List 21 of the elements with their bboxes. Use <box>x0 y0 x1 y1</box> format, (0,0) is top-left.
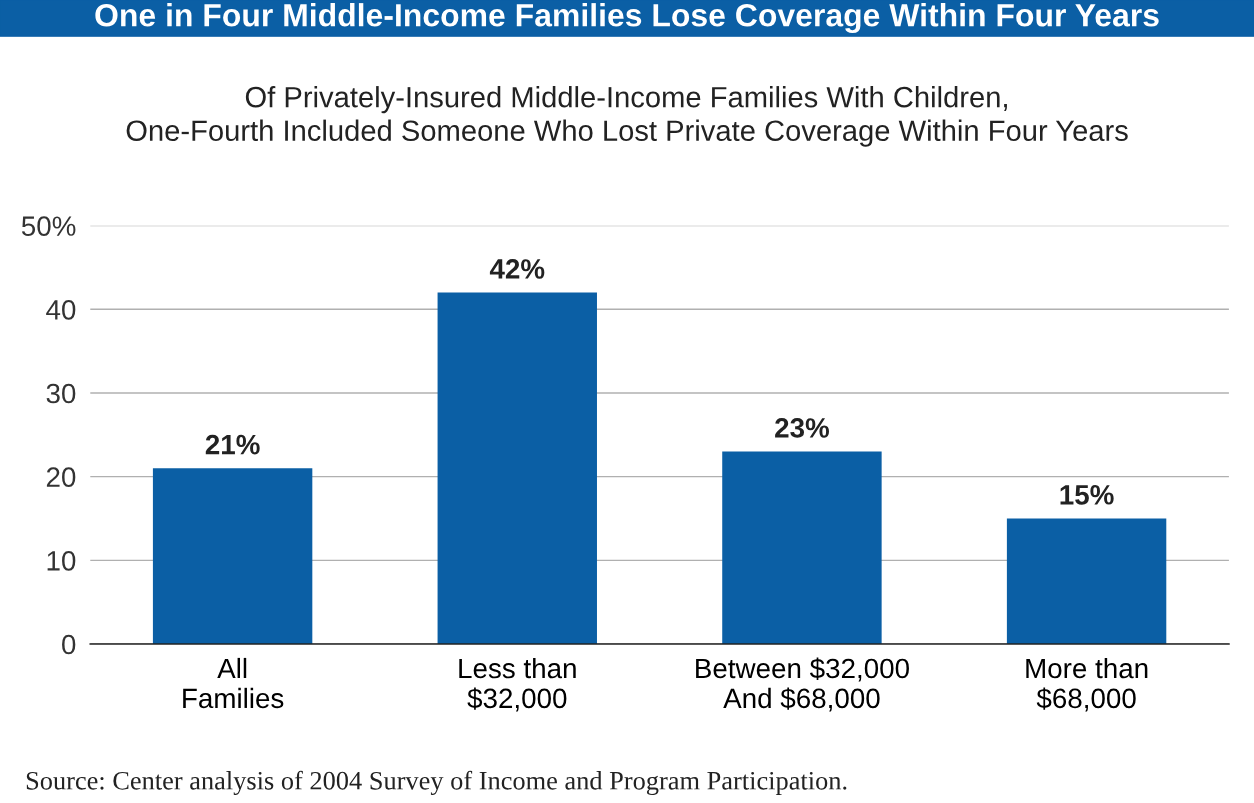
x-tick-label: More than $68,000 <box>1026 657 1148 712</box>
y-tick-label: 50% <box>21 216 76 236</box>
x-tick-label: All Families <box>183 657 284 709</box>
y-tick-label: 30 <box>46 383 76 404</box>
data-label: 21% <box>205 434 260 455</box>
data-label: 23% <box>775 418 829 438</box>
bar <box>722 451 882 645</box>
bar <box>152 468 313 645</box>
bar <box>1006 518 1167 645</box>
y-tick-label: 20 <box>46 467 76 487</box>
y-tick-label: 40 <box>46 299 76 320</box>
chart-title: One in Four Middle-Income Families Lose Coverage Within Four Years <box>95 3 1159 34</box>
y-tick-label: 10 <box>47 551 76 571</box>
x-tick-label: Between $32,000 And $68,000 <box>696 657 909 712</box>
y-tick-label: 0 <box>62 634 76 655</box>
x-tick-label: Less than $32,000 <box>459 657 576 712</box>
source-note: Source: Center analysis of 2004 Survey of Income and Program Participation. <box>26 770 847 796</box>
bar <box>437 292 597 645</box>
chart-subtitle: Of Privately-Insured Middle-Income Families With Children, One-Fourth Included Someone Who Lost Private Coverage Within Four Years <box>126 86 1128 147</box>
data-label: 15% <box>1060 485 1114 505</box>
data-label: 42% <box>489 259 545 279</box>
